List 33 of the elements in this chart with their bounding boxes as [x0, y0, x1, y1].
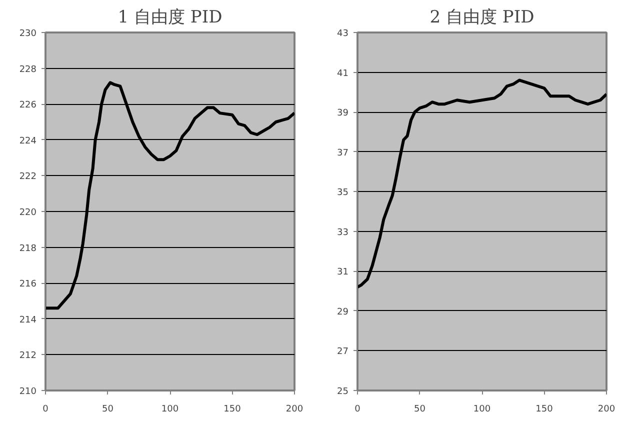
y-tick-label: 226	[19, 100, 37, 111]
y-tick-label: 37	[337, 148, 348, 158]
y-tick-label: 210	[19, 387, 37, 397]
y-tick-label: 31	[337, 268, 348, 278]
y-tick-label: 224	[19, 136, 37, 146]
y-tick-label: 35	[337, 188, 348, 198]
y-tick-label: 25	[337, 387, 348, 397]
y-tick-label: 220	[19, 208, 37, 218]
y-tick-label: 216	[19, 280, 37, 290]
x-tick-label: 100	[473, 404, 491, 414]
x-tick-label: 100	[161, 404, 179, 414]
x-tick-label: 200	[598, 404, 616, 414]
x-tick-label: 0	[354, 404, 361, 414]
x-tick-label: 50	[102, 404, 114, 414]
y-tick-label: 27	[337, 347, 348, 358]
x-tick-label: 150	[536, 404, 554, 414]
y-tick-label: 39	[337, 108, 349, 119]
y-tick-label: 33	[337, 228, 348, 238]
y-tick-label: 29	[337, 307, 349, 318]
x-tick-label: 200	[286, 404, 304, 414]
chart-title: 2 自由度 PID	[430, 8, 534, 28]
chart-title: 1 自由度 PID	[118, 8, 222, 28]
x-tick-label: 0	[42, 404, 49, 414]
x-tick-label: 150	[224, 404, 242, 414]
y-tick-label: 214	[19, 315, 37, 326]
y-tick-label: 228	[19, 64, 37, 75]
y-tick-label: 41	[337, 68, 348, 79]
y-tick-label: 218	[19, 244, 37, 254]
x-tick-label: 50	[414, 404, 426, 414]
y-tick-label: 222	[19, 172, 37, 182]
y-tick-label: 230	[19, 29, 37, 39]
y-tick-label: 43	[337, 29, 348, 39]
y-tick-label: 212	[19, 351, 37, 362]
